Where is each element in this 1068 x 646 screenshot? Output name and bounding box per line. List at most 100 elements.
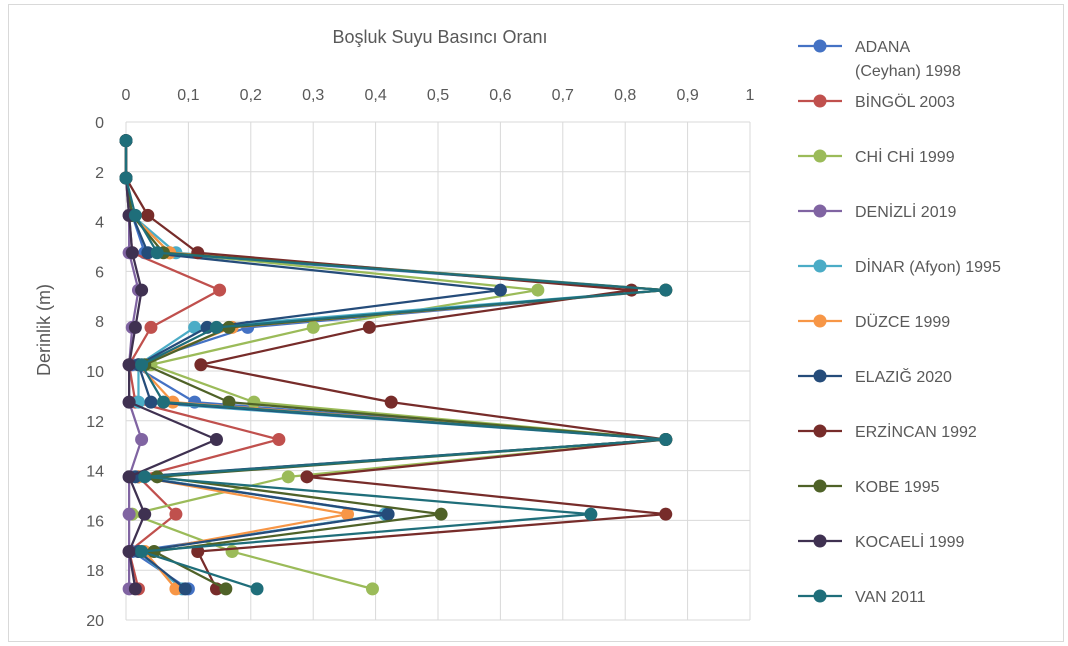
data-point: [150, 246, 164, 260]
data-point: [169, 582, 183, 596]
data-point: [281, 470, 295, 484]
legend-marker: [813, 369, 827, 383]
legend-label: DENİZLİ 2019: [855, 202, 956, 221]
legend-entry: CHİ CHİ 1999: [798, 147, 955, 166]
legend-entry: BİNGÖL 2003: [798, 92, 955, 111]
y-tick-label: 4: [95, 215, 104, 232]
y-tick-label: 2: [95, 165, 104, 182]
legend-entry: ERZİNCAN 1992: [798, 422, 977, 441]
legend-marker: [813, 534, 827, 548]
x-tick-label: 1: [746, 87, 755, 104]
data-point: [178, 582, 192, 596]
data-point: [122, 507, 136, 521]
legend-entry: DİNAR (Afyon) 1995: [798, 257, 1001, 276]
data-point: [341, 507, 355, 521]
y-tick-label: 10: [86, 364, 104, 381]
data-point: [365, 582, 379, 596]
data-point: [272, 432, 286, 446]
x-tick-label: 0,2: [240, 87, 262, 104]
y-tick-label: 18: [86, 563, 104, 580]
data-point: [191, 246, 205, 260]
legend-label: DİNAR (Afyon) 1995: [855, 257, 1001, 276]
legend-marker: [813, 424, 827, 438]
legend-label: (Ceyhan) 1998: [855, 63, 961, 80]
data-point: [138, 507, 152, 521]
data-point: [135, 358, 149, 372]
y-tick-labels: 0 2 4 6 8 10 12 14 16 18 20: [86, 115, 104, 630]
data-point: [194, 358, 208, 372]
data-point: [135, 432, 149, 446]
x-tick-label: 0,7: [552, 87, 574, 104]
x-tick-label: 0,4: [364, 87, 386, 104]
legend-marker: [813, 259, 827, 273]
series-7: [119, 134, 673, 596]
data-point: [156, 395, 170, 409]
legend-entry: KOCAELİ 1999: [798, 532, 965, 551]
legend-marker: [813, 204, 827, 218]
data-point: [306, 320, 320, 334]
data-point: [128, 582, 142, 596]
data-point: [122, 545, 136, 559]
data-point: [169, 507, 183, 521]
data-point: [584, 507, 598, 521]
legend-label: KOBE 1995: [855, 479, 940, 496]
x-tick-label: 0: [122, 87, 131, 104]
plot-series: [119, 134, 673, 596]
y-tick-label: 0: [95, 115, 104, 132]
data-point: [144, 320, 158, 334]
x-tick-label: 0,3: [302, 87, 324, 104]
x-tick-label: 0,6: [489, 87, 511, 104]
data-point: [128, 208, 142, 222]
data-point: [213, 283, 227, 297]
legend-marker: [813, 94, 827, 108]
legend-marker: [813, 149, 827, 163]
legend-label: BİNGÖL 2003: [855, 92, 955, 111]
y-tick-label: 14: [86, 464, 104, 481]
data-point: [144, 395, 158, 409]
data-point: [141, 246, 155, 260]
legend-label: ERZİNCAN 1992: [855, 422, 977, 441]
data-point: [135, 283, 149, 297]
y-tick-label: 16: [86, 513, 104, 530]
data-point: [125, 246, 139, 260]
x-tick-label: 0,8: [614, 87, 636, 104]
y-tick-label: 20: [86, 613, 104, 630]
data-point: [122, 470, 136, 484]
series-9: [119, 134, 223, 596]
data-point: [381, 507, 395, 521]
data-point: [493, 283, 507, 297]
legend-marker: [813, 479, 827, 493]
legend-entry: DÜZCE 1999: [798, 313, 950, 331]
data-point: [135, 545, 149, 559]
data-point: [384, 395, 398, 409]
x-tick-labels: 0 0,1 0,2 0,3 0,4 0,5 0,6 0,7 0,8 0,9 1: [122, 87, 755, 104]
legend-entry: VAN 2011: [798, 589, 926, 606]
x-tick-label: 0,9: [676, 87, 698, 104]
data-point: [222, 395, 236, 409]
data-point: [128, 320, 142, 334]
data-point: [138, 470, 152, 484]
data-point: [247, 395, 261, 409]
legend-label: VAN 2011: [855, 589, 926, 606]
data-point: [362, 320, 376, 334]
data-point: [225, 545, 239, 559]
data-point: [659, 432, 673, 446]
data-point: [119, 171, 133, 185]
x-tick-label: 0,5: [427, 87, 449, 104]
data-point: [191, 545, 205, 559]
legend: ADANA (Ceyhan) 1998 BİNGÖL 2003 CHİ CHİ 199…: [798, 39, 1001, 606]
chart-area: [8, 4, 1064, 642]
data-point: [119, 134, 133, 148]
data-point: [219, 582, 233, 596]
legend-label: ADANA: [855, 39, 910, 56]
y-tick-label: 12: [86, 414, 104, 431]
data-point: [188, 320, 202, 334]
legend-marker: [813, 39, 827, 53]
legend-entry: ELAZIĞ 2020: [798, 367, 952, 386]
data-point: [141, 208, 155, 222]
data-point: [300, 470, 314, 484]
data-point: [659, 283, 673, 297]
data-point: [434, 507, 448, 521]
data-point: [122, 395, 136, 409]
